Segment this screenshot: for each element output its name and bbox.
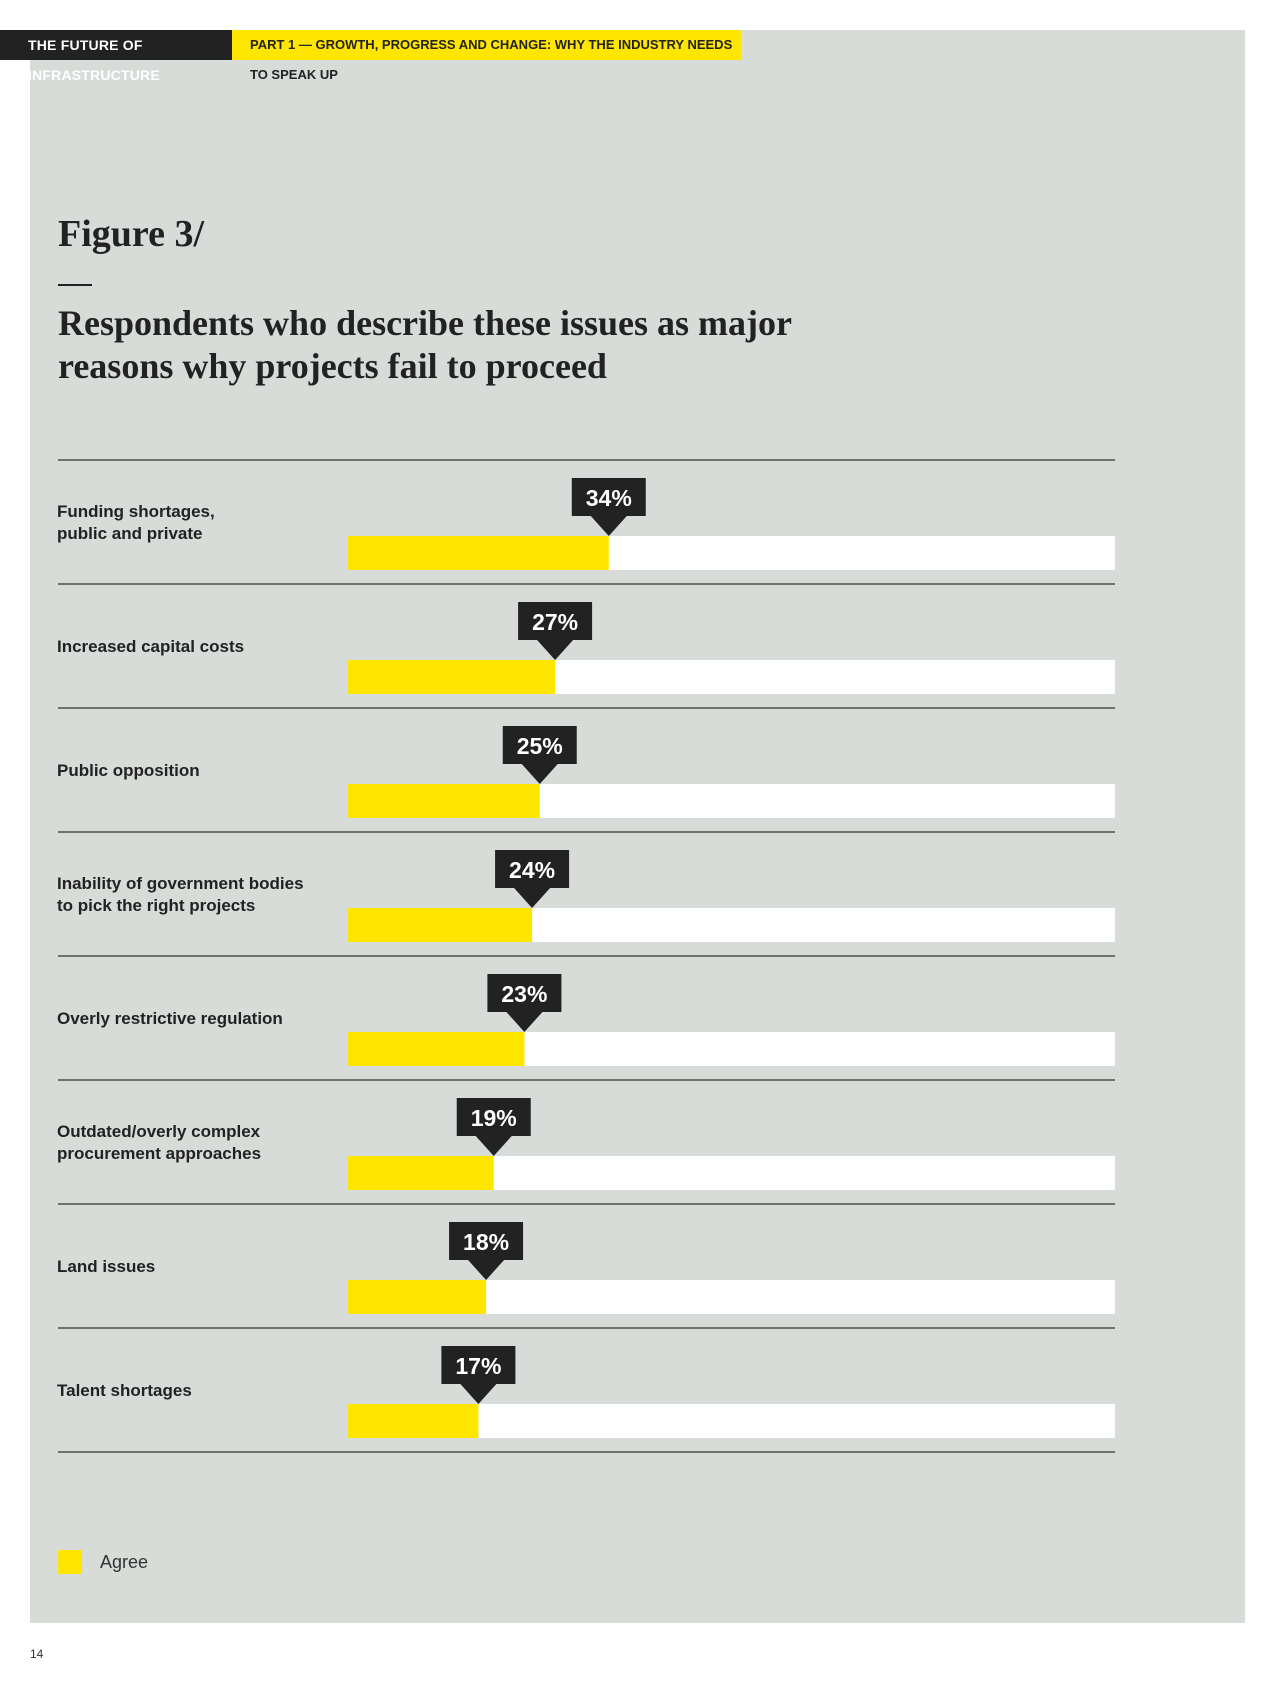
chart-legend: Agree xyxy=(58,1550,148,1574)
value-label: 18% xyxy=(463,1229,509,1255)
bar-agree xyxy=(348,660,556,694)
bar-agree xyxy=(348,908,533,942)
header-publication-title: THE FUTURE OF INFRASTRUCTURE xyxy=(0,30,232,83)
bar-agree xyxy=(348,1280,487,1314)
chart-title: Respondents who describe these issues as… xyxy=(58,303,792,386)
figure-label: Figure 3/ xyxy=(58,213,205,255)
value-marker xyxy=(502,726,577,784)
value-label: 24% xyxy=(509,857,555,883)
category-label: Increased capital costs xyxy=(57,637,244,656)
category-label: Overly restrictive regulation xyxy=(57,1009,283,1028)
bar-agree xyxy=(348,1404,479,1438)
value-marker xyxy=(441,1346,516,1404)
value-marker xyxy=(518,602,593,660)
legend-swatch-agree xyxy=(58,1550,82,1574)
page-number: 14 xyxy=(30,1647,44,1661)
category-label: Public opposition xyxy=(57,761,200,780)
bar-agree xyxy=(348,1032,525,1066)
header-section-title: PART 1 — GROWTH, PROGRESS AND CHANGE: WH… xyxy=(232,30,741,82)
value-label: 19% xyxy=(471,1105,517,1131)
value-marker xyxy=(571,478,646,536)
figure-panel xyxy=(30,30,1245,1623)
category-label: Talent shortages xyxy=(57,1381,192,1400)
value-marker xyxy=(456,1098,531,1156)
category-label: Inability of government bodies to pick th… xyxy=(57,874,304,915)
category-label: Outdated/overly complex procurement appro… xyxy=(57,1122,261,1163)
category-label: Land issues xyxy=(57,1257,155,1276)
value-marker xyxy=(487,974,562,1032)
value-label: 25% xyxy=(517,733,563,759)
value-label: 34% xyxy=(586,485,632,511)
value-marker xyxy=(449,1222,524,1280)
bar-agree xyxy=(348,1156,494,1190)
value-marker xyxy=(495,850,570,908)
figure-divider xyxy=(58,284,92,286)
value-label: 27% xyxy=(532,609,578,635)
value-label: 23% xyxy=(501,981,547,1007)
bar-agree xyxy=(348,784,540,818)
bar-agree xyxy=(348,536,609,570)
value-label: 17% xyxy=(455,1353,501,1379)
legend-label-agree: Agree xyxy=(100,1551,149,1572)
category-label: Funding shortages, public and private xyxy=(57,502,215,543)
